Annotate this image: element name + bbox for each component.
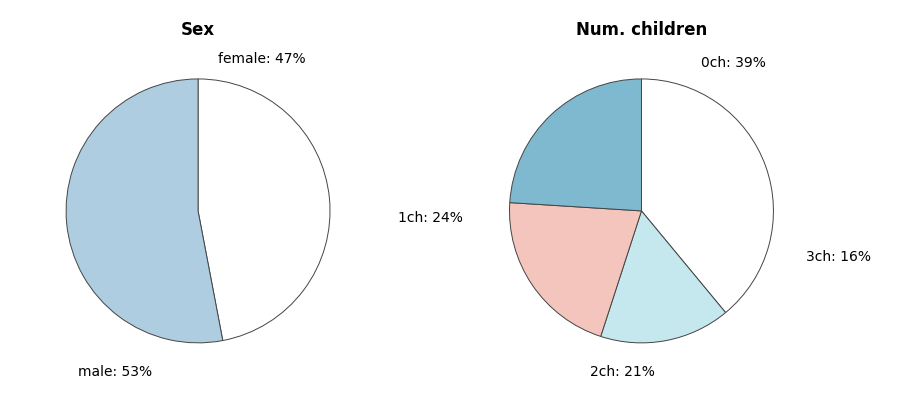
Text: 3ch: 16%: 3ch: 16% xyxy=(806,250,871,264)
Wedge shape xyxy=(509,79,642,211)
Wedge shape xyxy=(642,79,773,312)
Text: female: 47%: female: 47% xyxy=(218,52,305,66)
Wedge shape xyxy=(600,211,725,343)
Title: Num. children: Num. children xyxy=(576,21,707,39)
Wedge shape xyxy=(509,203,642,336)
Wedge shape xyxy=(66,79,223,343)
Text: 0ch: 39%: 0ch: 39% xyxy=(701,56,766,70)
Wedge shape xyxy=(198,79,330,340)
Title: Sex: Sex xyxy=(181,21,215,39)
Text: male: 53%: male: 53% xyxy=(77,365,152,379)
Text: 1ch: 24%: 1ch: 24% xyxy=(399,210,464,224)
Text: 2ch: 21%: 2ch: 21% xyxy=(590,365,654,379)
